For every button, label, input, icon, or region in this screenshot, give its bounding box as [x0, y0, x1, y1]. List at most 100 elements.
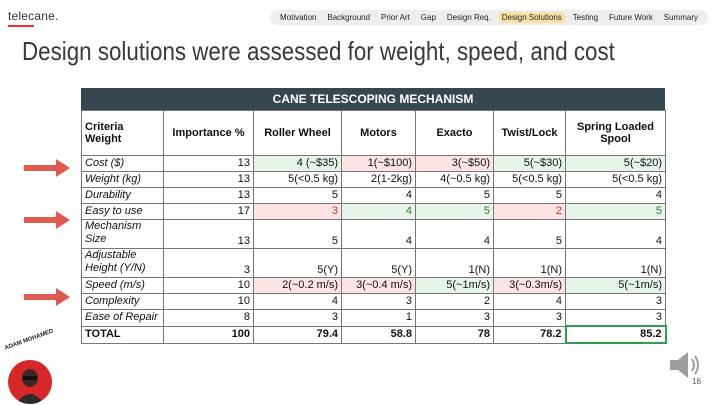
table-cell: 4: [253, 293, 342, 310]
table-row: Adjustable Height (Y/N) 3 5(Y) 5(Y) 1(N)…: [81, 248, 666, 278]
table-cell: 5: [415, 203, 494, 220]
best-total-cell: 85.2: [564, 325, 667, 344]
table-cell: 4: [341, 187, 416, 204]
table-cell: 5: [493, 187, 566, 204]
table-cell: 13: [163, 187, 254, 204]
table-cell: 4: [415, 219, 494, 249]
decision-matrix: CANE TELESCOPING MECHANISM Criteria Weig…: [81, 88, 667, 344]
table-cell: 5(~1m/s): [565, 277, 666, 294]
table-cell: 4(~0.5 kg): [415, 171, 494, 188]
table-cell: 13: [163, 155, 254, 172]
table-cell: 5(<0.5 kg): [253, 171, 342, 188]
table-cell: 5(<0.5 kg): [565, 171, 666, 188]
table-row: Speed (m/s) 10 2(~0.2 m/s) 3(~0.4 m/s) 5…: [81, 277, 666, 294]
table-cell: 58.8: [341, 325, 416, 344]
brand-logo: telecane.: [8, 9, 59, 23]
table-row: Mechanism Size 13 5 4 4 5 4: [81, 219, 666, 249]
table-row: Cost ($) 13 4 (~$35) 1(~$100) 3(~$50) 5(…: [81, 155, 666, 172]
table-cell: 3(~0.4 m/s): [341, 277, 416, 294]
table-row: Durability 13 5 4 5 5 4: [81, 187, 666, 204]
col-header: Spring Loaded Spool: [565, 110, 666, 156]
speaker-icon[interactable]: [668, 350, 702, 380]
page-number: 16: [692, 377, 701, 386]
nav-tab-design-req[interactable]: Design Req.: [446, 13, 491, 22]
total-row: TOTAL 100 79.4 58.8 78 78.2 85.2: [81, 325, 667, 344]
table-cell: 4 (~$35): [253, 155, 342, 172]
table-cell: 5(Y): [253, 248, 342, 278]
table-row: Complexity 10 4 3 2 4 3: [81, 293, 666, 310]
table-cell: 3: [253, 309, 342, 327]
brand-underline: [8, 25, 34, 27]
table-cell: Adjustable Height (Y/N): [81, 248, 164, 278]
table-cell: Durability: [81, 187, 164, 204]
avatar: [8, 360, 52, 404]
table-cell: 4: [341, 203, 416, 220]
col-header: Criteria Weight: [81, 110, 164, 156]
table-cell: 5(~1m/s): [415, 277, 494, 294]
presenter-badge: ADAM MOHAMED: [4, 328, 60, 404]
table-cell: 79.4: [253, 325, 342, 344]
nav-tab-prior-art[interactable]: Prior Art: [380, 13, 410, 22]
col-header: Roller Wheel: [253, 110, 342, 156]
table-cell: 8: [163, 309, 254, 327]
table-cell: 3: [163, 248, 254, 278]
nav-tab-background[interactable]: Background: [327, 13, 371, 22]
person-icon: [16, 369, 44, 404]
table-cell: 4: [565, 219, 666, 249]
table-cell: 2: [493, 203, 566, 220]
table-cell: 3: [565, 309, 666, 327]
slide-title: Design solutions were assessed for weigh…: [22, 36, 615, 66]
nav-tab-testing[interactable]: Testing: [572, 13, 599, 22]
table-cell: 1(N): [565, 248, 666, 278]
arrow-right-icon: [24, 211, 70, 229]
table-cell: 13: [163, 171, 254, 188]
nav-tab-motivation[interactable]: Motivation: [280, 13, 317, 22]
col-header: Importance %: [163, 110, 254, 156]
table-cell: 5(Y): [341, 248, 416, 278]
table-cell: 5: [565, 203, 666, 220]
table-cell: 1(N): [415, 248, 494, 278]
section-nav: Motivation Background Prior Art Gap Desi…: [270, 10, 708, 25]
table-cell: 5: [253, 219, 342, 249]
presenter-name: ADAM MOHAMED: [4, 328, 55, 352]
table-cell: 2(1-2kg): [341, 171, 416, 188]
table-row: Ease of Repair 8 3 1 3 3 3: [81, 309, 666, 327]
table-cell: Cost ($): [81, 155, 164, 172]
table-cell: 3: [493, 309, 566, 327]
nav-tab-future-work[interactable]: Future Work: [608, 13, 653, 22]
table-cell: 17: [163, 203, 254, 220]
table-cell: 1: [341, 309, 416, 327]
table-cell: 78.2: [493, 325, 566, 344]
col-header: Twist/Lock: [493, 110, 566, 156]
table-cell: 1(N): [493, 248, 566, 278]
table-cell: Mechanism Size: [81, 219, 164, 249]
table-row: Weight (kg) 13 5(<0.5 kg) 2(1-2kg) 4(~0.…: [81, 171, 666, 188]
table-cell: 3: [341, 293, 416, 310]
nav-tab-gap[interactable]: Gap: [420, 13, 436, 22]
table-cell: 78: [415, 325, 494, 344]
table-title: CANE TELESCOPING MECHANISM: [81, 88, 665, 110]
table-cell: 13: [163, 219, 254, 249]
nav-tab-design-solutions[interactable]: Design Solutions: [497, 12, 566, 23]
table-cell: 4: [341, 219, 416, 249]
table-cell: 5(<0.5 kg): [493, 171, 566, 188]
table-cell: 1(~$100): [341, 155, 416, 172]
table-cell: 5(~$30): [493, 155, 566, 172]
table-cell: 5: [493, 219, 566, 249]
table-cell: Easy to use: [81, 203, 164, 220]
table-cell: 100: [163, 325, 254, 344]
table-cell: Ease of Repair: [81, 309, 164, 327]
table-cell: 2(~0.2 m/s): [253, 277, 342, 294]
col-header: Motors: [341, 110, 416, 156]
arrow-right-icon: [24, 159, 70, 177]
table-cell: 3(~$50): [415, 155, 494, 172]
table-cell: 5: [253, 187, 342, 204]
table-cell: 3(~0.3m/s): [493, 277, 566, 294]
table-cell: 5(~$20): [565, 155, 666, 172]
table-cell: TOTAL: [81, 325, 164, 344]
table-cell: 3: [565, 293, 666, 310]
arrow-right-icon: [24, 288, 70, 306]
header-row: Criteria Weight Importance % Roller Whee…: [81, 110, 666, 156]
table-row: Easy to use 17 3 4 5 2 5: [81, 203, 666, 220]
nav-tab-summary[interactable]: Summary: [663, 13, 698, 22]
